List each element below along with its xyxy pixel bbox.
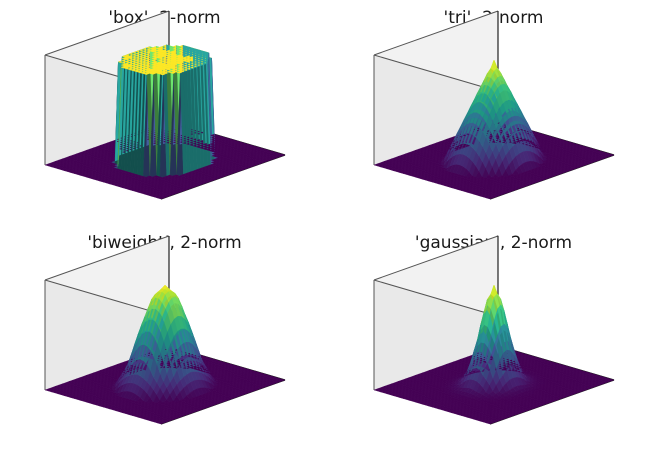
surface-plot-biweight bbox=[44, 235, 286, 425]
axis-edge bbox=[373, 54, 491, 90]
surface bbox=[373, 59, 615, 200]
panel-box: 'box', 2-norm bbox=[0, 0, 329, 225]
axis-edge bbox=[373, 10, 499, 56]
surface-plot-box bbox=[44, 10, 286, 200]
panel-tri: 'tri', 2-norm bbox=[329, 0, 658, 225]
surface bbox=[44, 284, 286, 425]
panel-gaussian: 'gaussian', 2-norm bbox=[329, 225, 658, 450]
surface-patch bbox=[277, 153, 286, 157]
axis-edge bbox=[373, 279, 491, 315]
surface-plot-gaussian bbox=[373, 235, 615, 425]
axis-edge bbox=[373, 235, 499, 281]
surface-patch bbox=[606, 153, 615, 157]
surface-plot-tri bbox=[373, 10, 615, 200]
surface bbox=[44, 44, 286, 200]
surface bbox=[373, 284, 615, 425]
axis-edge bbox=[44, 279, 162, 315]
surface-patch bbox=[277, 378, 286, 382]
axis-edge bbox=[44, 10, 170, 56]
panel-biweight: 'biweight', 2-norm bbox=[0, 225, 329, 450]
axis-edge bbox=[44, 235, 170, 281]
